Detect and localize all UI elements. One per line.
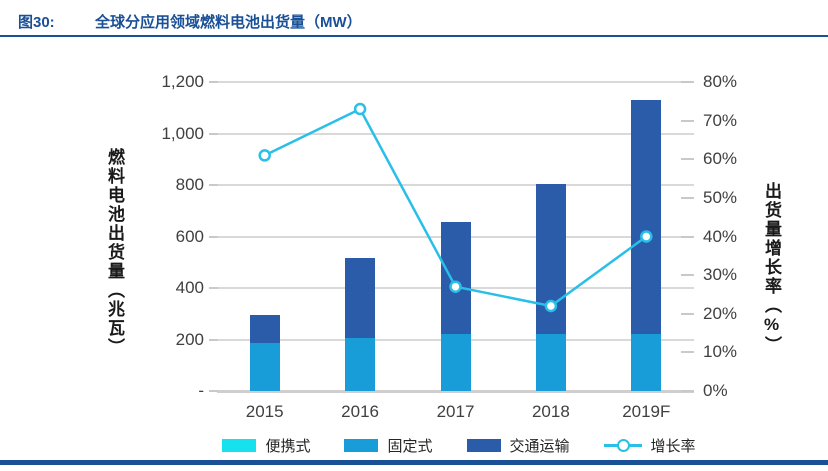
left-axis-tick-label: - <box>198 381 204 400</box>
figure-title: 全球分应用领域燃料电池出货量（MW） <box>95 14 362 31</box>
legend-item-transport: 交通运输 <box>466 435 570 456</box>
right-axis-tick <box>681 312 694 315</box>
gridline <box>217 184 694 186</box>
right-axis-tick-label: 20% <box>703 303 738 323</box>
bar-segment <box>345 338 376 391</box>
gridline <box>217 390 694 393</box>
left-axis-tick-label: 600 <box>175 226 204 246</box>
left-axis-tick <box>209 132 218 135</box>
right-axis-title: 出货量增长率（%） <box>762 182 781 355</box>
right-axis-tick-label: 10% <box>703 342 738 362</box>
legend-swatch-portable <box>222 439 257 452</box>
right-axis-tick-label: 70% <box>703 110 738 130</box>
right-axis-tick <box>681 351 694 354</box>
legend-swatch-stationary <box>344 439 379 452</box>
title-divider <box>0 35 828 37</box>
left-axis-tick-label: 200 <box>175 329 204 349</box>
bar-segment <box>535 334 566 391</box>
gridline <box>217 81 694 83</box>
left-axis-tick <box>209 235 218 238</box>
legend: 便携式 固定式 交通运输 增长率 <box>90 435 828 456</box>
left-axis-tick-label: 1,000 <box>161 123 204 143</box>
legend-label-growth-rate: 增长率 <box>650 438 696 455</box>
growth-rate-marker <box>353 102 367 116</box>
x-axis-tick-label: 2019F <box>622 402 671 421</box>
bar-segment <box>345 258 376 339</box>
bar-segment <box>440 334 471 391</box>
x-axis-tick-label: 2018 <box>531 402 570 421</box>
right-axis-tick-label: 30% <box>703 265 738 285</box>
right-axis-tick-label: 50% <box>703 187 738 207</box>
gridline <box>217 132 694 135</box>
left-axis-tick <box>209 184 218 186</box>
right-axis-tick <box>681 235 694 238</box>
left-axis-tick-label: 400 <box>175 278 204 297</box>
x-axis-tick-label: 2015 <box>245 402 284 421</box>
growth-rate-marker <box>258 149 271 162</box>
right-axis-tick <box>681 158 694 161</box>
bar-segment <box>535 183 566 335</box>
legend-swatch-transport <box>466 439 501 452</box>
bar-segment <box>440 222 471 335</box>
bar-segment <box>631 100 662 335</box>
bottom-divider <box>0 460 828 465</box>
right-axis-tick <box>681 81 694 83</box>
x-axis-tick-label: 2017 <box>436 402 475 421</box>
left-axis-tick <box>209 81 218 83</box>
bar-segment <box>249 315 280 344</box>
x-axis-tick-label: 2016 <box>341 402 379 421</box>
legend-label-stationary: 固定式 <box>387 438 433 455</box>
right-axis-tick-label: 80% <box>703 72 738 91</box>
legend-item-growth-rate: 增长率 <box>603 435 696 456</box>
right-axis-tick-label: 40% <box>703 226 738 246</box>
right-axis-tick <box>681 119 694 122</box>
legend-line-marker-icon <box>603 439 642 452</box>
right-axis-tick <box>681 274 694 277</box>
left-axis-tick <box>209 338 218 341</box>
legend-item-stationary: 固定式 <box>344 435 433 456</box>
right-axis-tick-label: 0% <box>703 381 728 400</box>
left-axis-title: 燃料电池出货量（兆瓦） <box>105 148 124 357</box>
bar-segment <box>631 334 662 391</box>
right-axis-tick <box>681 196 694 199</box>
left-axis-tick-label: 1,200 <box>161 72 204 91</box>
figure-number: 图30: <box>18 14 55 31</box>
left-axis-tick <box>209 390 218 392</box>
legend-label-portable: 便携式 <box>265 438 311 455</box>
legend-item-portable: 便携式 <box>222 435 310 456</box>
left-axis-tick-label: 800 <box>175 175 204 194</box>
legend-label-transport: 交通运输 <box>509 438 570 455</box>
bar-segment <box>249 343 280 391</box>
left-axis-tick <box>209 287 218 289</box>
right-axis-tick-label: 60% <box>703 149 738 169</box>
right-axis-tick <box>681 390 694 392</box>
